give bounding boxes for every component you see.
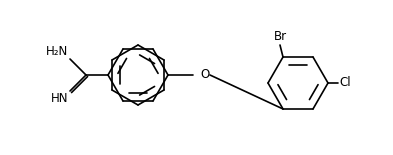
Text: O: O	[200, 69, 209, 82]
Text: H₂N: H₂N	[46, 45, 68, 58]
Text: HN: HN	[50, 92, 68, 105]
Text: Br: Br	[274, 30, 286, 43]
Text: Cl: Cl	[339, 77, 351, 89]
